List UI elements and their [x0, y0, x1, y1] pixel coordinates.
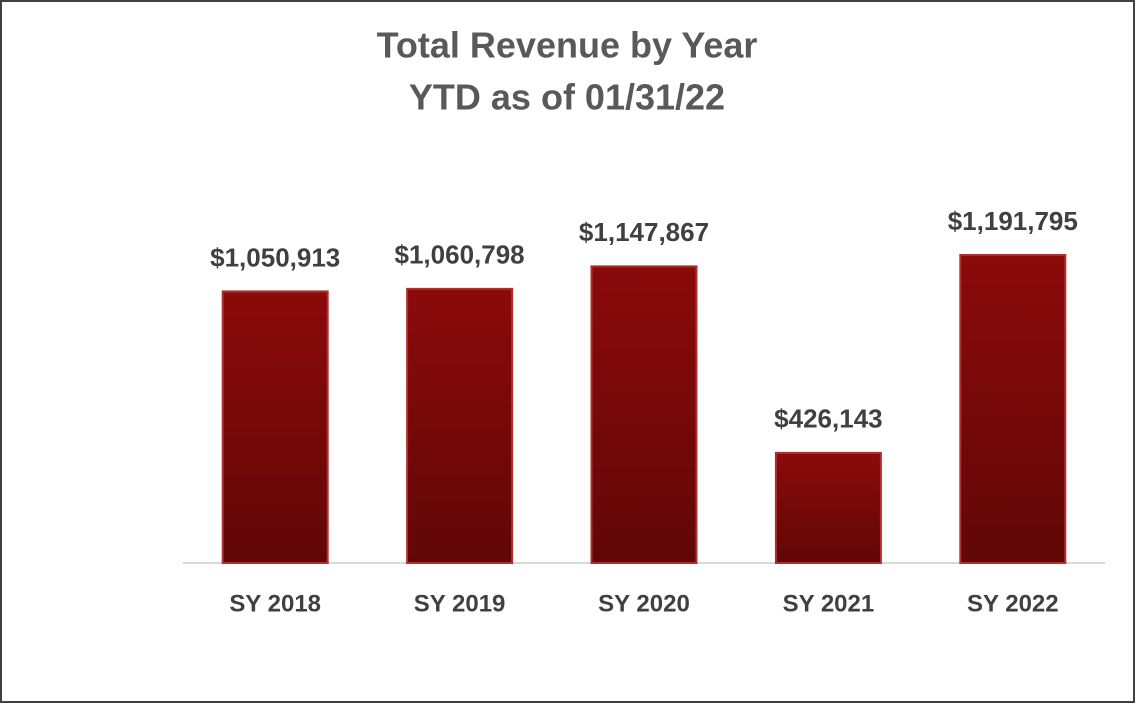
- value-label: $1,060,798: [395, 240, 525, 270]
- x-tick-label: SY 2019: [414, 590, 506, 617]
- value-label: $1,147,867: [579, 217, 709, 247]
- chart-subtitle: YTD as of 01/31/22: [409, 77, 725, 118]
- x-tick-label: SY 2022: [967, 590, 1059, 617]
- x-tick-label: SY 2021: [783, 590, 875, 617]
- x-tick-label: SY 2020: [598, 590, 690, 617]
- bar-shade: [961, 256, 1065, 562]
- chart-title: Total Revenue by Year: [377, 25, 758, 66]
- value-label: $1,050,913: [210, 242, 340, 272]
- bar-shade: [223, 292, 327, 562]
- bar-shade: [408, 289, 512, 562]
- bar-shade: [592, 267, 696, 562]
- value-label: $426,143: [774, 404, 882, 434]
- x-tick-label: SY 2018: [229, 590, 321, 617]
- bar-shade: [776, 453, 880, 562]
- value-label: $1,191,795: [948, 206, 1078, 236]
